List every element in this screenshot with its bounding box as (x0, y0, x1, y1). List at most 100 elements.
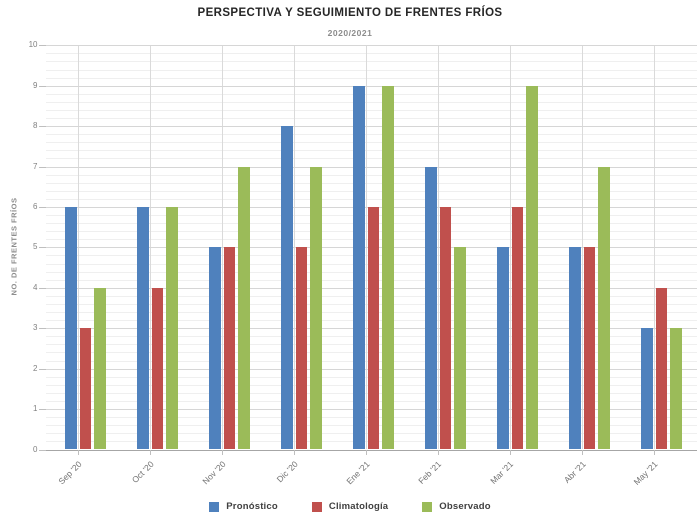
bar-observado-feb-21 (454, 247, 466, 450)
x-axis-tick (150, 449, 152, 455)
y-axis-tick-label: 6 (33, 201, 38, 211)
bar-climatologia-mar-21 (511, 206, 524, 450)
gridline-minor (45, 101, 697, 103)
y-axis-tick-label: 3 (33, 323, 38, 333)
bar-pronostico-feb-21 (425, 166, 437, 450)
bar-observado-oct-20 (166, 206, 178, 450)
legend-swatch-observado (422, 501, 433, 512)
x-axis-tick-label: Sep '20 (56, 458, 84, 486)
legend-label-observado: Observado (439, 501, 491, 512)
gridline-minor (45, 77, 697, 79)
x-axis-tick (438, 449, 440, 455)
y-axis-tick-label: 5 (33, 242, 38, 252)
x-axis-tick-label: Mar '21 (488, 458, 516, 486)
bar-climatologia-dic-20 (295, 247, 308, 450)
bar-pronostico-nov-20 (209, 247, 221, 450)
bar-observado-sep-20 (94, 287, 106, 450)
gridline-major (45, 45, 697, 47)
x-axis-tick-label: Feb '21 (416, 458, 444, 486)
gridline-minor (45, 69, 697, 71)
bar-observado-mar-21 (526, 85, 538, 450)
bar-pronostico-mar-21 (497, 247, 509, 450)
bar-observado-abr-21 (598, 166, 610, 450)
y-axis-tick-label: 0 (33, 444, 38, 454)
y-axis-tick-label: 4 (33, 282, 38, 292)
gridline-minor (45, 150, 697, 152)
y-axis-tick (38, 247, 46, 249)
legend-swatch-climatologia (311, 501, 322, 512)
x-axis-tick-label: Nov '20 (200, 458, 228, 486)
y-axis-tick-label: 7 (33, 161, 38, 171)
bar-climatologia-may-21 (655, 287, 668, 450)
x-axis-tick (222, 449, 224, 455)
gridline-minor (45, 61, 697, 63)
chart-title: PERSPECTIVA Y SEGUIMIENTO DE FRENTES FRÍ… (197, 7, 503, 19)
gridline-minor (45, 53, 697, 55)
bar-pronostico-oct-20 (137, 206, 149, 450)
x-axis-tick (294, 449, 296, 455)
x-axis-tick-label: Ene '21 (344, 458, 372, 486)
y-axis-tick-label: 1 (33, 404, 38, 414)
x-axis-line (45, 449, 697, 451)
legend-item-observado: Observado (422, 501, 491, 512)
y-axis-tick (38, 287, 46, 289)
bar-climatologia-abr-21 (583, 247, 596, 450)
y-axis-tick-label: 10 (28, 40, 38, 50)
y-axis-tick-label: 9 (33, 80, 38, 90)
y-axis-tick-label: 2 (33, 363, 38, 373)
bar-climatologia-oct-20 (151, 287, 164, 450)
x-axis-tick (366, 449, 368, 455)
gridline-minor (45, 134, 697, 136)
y-axis-tick (38, 85, 46, 87)
gridline-minor (45, 182, 697, 184)
bar-pronostico-sep-20 (65, 206, 77, 450)
gridline-minor (45, 158, 697, 160)
gridline-minor (45, 118, 697, 120)
bar-climatologia-nov-20 (223, 247, 236, 450)
x-axis-tick-label: Abr '21 (561, 458, 588, 485)
bar-pronostico-ene-21 (353, 85, 365, 450)
legend-label-pronostico: Pronóstico (226, 501, 278, 512)
bar-climatologia-feb-21 (439, 206, 452, 450)
gridline-minor (45, 142, 697, 144)
bar-observado-ene-21 (382, 85, 394, 450)
gridline-minor (45, 190, 697, 192)
x-axis-tick-label: May '21 (631, 458, 660, 487)
bar-pronostico-dic-20 (281, 126, 293, 450)
y-axis-tick (38, 126, 46, 128)
legend-label-climatologia: Climatología (328, 501, 389, 512)
x-axis-tick (654, 449, 656, 455)
legend: Pronóstico Climatología Observado (0, 501, 700, 512)
chart-subtitle: 2020/2021 (327, 28, 373, 38)
legend-item-pronostico: Pronóstico (209, 501, 278, 512)
y-axis-tick (38, 368, 46, 370)
gridline-minor (45, 109, 697, 111)
legend-swatch-pronostico (209, 501, 220, 512)
gridline-minor (45, 93, 697, 95)
x-axis-tick-label: Dic '20 (274, 458, 300, 484)
gridline-major (45, 166, 697, 168)
y-axis-tick (38, 206, 46, 208)
x-axis-tick (510, 449, 512, 455)
bar-observado-may-21 (670, 328, 682, 450)
bar-climatologia-sep-20 (79, 328, 92, 450)
y-axis-tick (38, 45, 46, 47)
x-axis-tick (78, 449, 80, 455)
bar-pronostico-may-21 (641, 328, 653, 450)
gridline-major (45, 85, 697, 87)
gridline-major (45, 126, 697, 128)
y-axis-tick (38, 328, 46, 330)
x-axis-tick (582, 449, 584, 455)
y-axis-tick (38, 409, 46, 411)
legend-item-climatologia: Climatología (311, 501, 389, 512)
bar-climatologia-ene-21 (367, 206, 380, 450)
bar-pronostico-abr-21 (569, 247, 581, 450)
gridline-minor (45, 174, 697, 176)
x-axis-tick-label: Oct '20 (129, 458, 156, 485)
y-axis-tick (38, 449, 46, 451)
y-axis-tick-label: 8 (33, 121, 38, 131)
bar-observado-dic-20 (310, 166, 322, 450)
y-axis-tick (38, 166, 46, 168)
gridline-minor (45, 198, 697, 200)
